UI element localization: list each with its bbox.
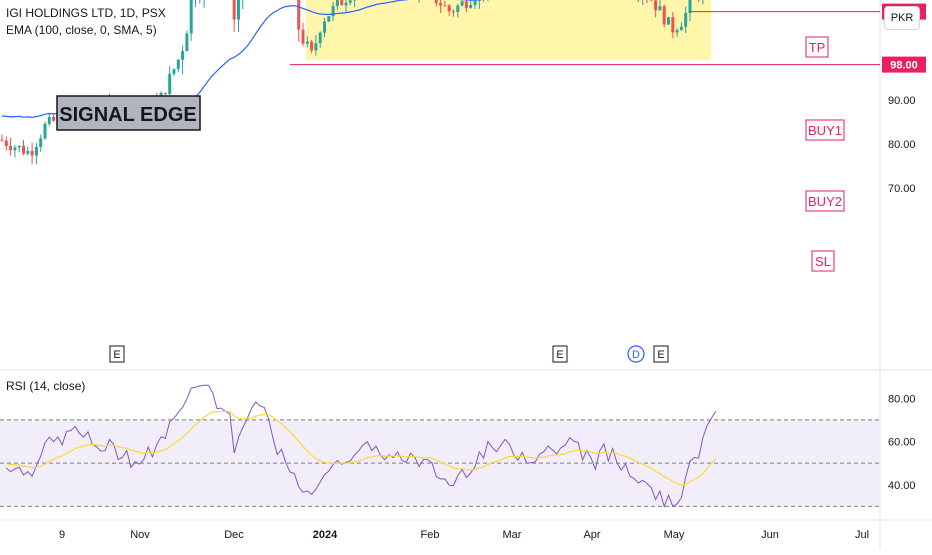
candle-body [48, 117, 51, 124]
time-axis-tick: Nov [130, 529, 150, 541]
price-axis-tick: 80.00 [888, 139, 916, 151]
price-axis-tick: 70.00 [888, 183, 916, 195]
candle-body [654, 0, 657, 10]
candle-body [35, 147, 38, 156]
time-axis-tick: Apr [583, 529, 600, 541]
candle-body [336, 0, 339, 6]
candle-body [448, 6, 451, 12]
rsi-indicator-label[interactable]: RSI (14, close) [6, 379, 85, 393]
candle-body [658, 6, 661, 10]
time-axis-tick: Mar [503, 529, 522, 541]
earnings-event-label: E [556, 349, 563, 361]
symbol-title[interactable]: IGI HOLDINGS LTD, 1D, PSX [6, 6, 166, 20]
sl-price-tag-text: 98.00 [890, 60, 918, 72]
candle-body [306, 42, 309, 44]
candle-body [9, 146, 12, 150]
candle-body [44, 124, 47, 138]
candle-body [689, 0, 692, 13]
candle-body [671, 17, 674, 32]
candle-body [190, 0, 193, 34]
rsi-axis-tick: 80.00 [888, 393, 916, 405]
candle-body [340, 0, 343, 5]
candle-body [667, 17, 670, 25]
candle-body [185, 34, 188, 52]
candle-body [684, 13, 687, 27]
time-axis-tick: Jul [855, 529, 869, 541]
candle-body [345, 3, 348, 5]
candle-body [474, 1, 477, 5]
candle-body [22, 146, 25, 154]
ema-indicator-label[interactable]: EMA (100, close, 0, SMA, 5) [6, 23, 157, 37]
candle-body [443, 6, 446, 7]
earnings-event-label: E [113, 349, 120, 361]
time-axis-tick: Feb [421, 529, 440, 541]
tp-annotation: TP [809, 40, 826, 55]
candle-body [319, 33, 322, 43]
price-axis-tick: 90.00 [888, 95, 916, 107]
candle-body [680, 27, 683, 30]
rsi-axis-tick: 40.00 [888, 480, 916, 492]
candle-body [5, 141, 8, 146]
candle-body [327, 16, 330, 21]
trading-zone-box [306, 0, 711, 60]
candle-body [168, 74, 171, 94]
candle-body [1, 140, 4, 141]
candle-body [13, 147, 16, 150]
time-axis-tick: 9 [59, 529, 65, 541]
candle-body [173, 69, 176, 74]
earnings-event-label: E [657, 349, 664, 361]
candle-body [435, 0, 438, 3]
candle-body [439, 3, 442, 5]
candle-body [310, 42, 313, 51]
candle-body [52, 117, 55, 121]
candle-body [181, 51, 184, 60]
candle-body [314, 43, 317, 50]
candle-body [465, 1, 468, 7]
time-axis-tick: Dec [224, 529, 244, 541]
buy1-annotation: BUY1 [808, 123, 842, 138]
time-axis-tick: May [664, 529, 685, 541]
candle-body [18, 146, 21, 148]
candle-body [297, 0, 300, 30]
time-axis-tick: Jun [761, 529, 779, 541]
candle-body [461, 1, 464, 5]
candle-body [469, 5, 472, 8]
candle-body [452, 11, 455, 12]
dividend-event-label: D [632, 349, 640, 361]
candle-body [31, 151, 34, 155]
rsi-band-fill [0, 420, 880, 507]
candle-body [302, 30, 305, 44]
candle-body [663, 6, 666, 24]
candle-body [676, 30, 679, 32]
candle-body [323, 22, 326, 33]
candle-body [164, 93, 167, 94]
rsi-axis-tick: 60.00 [888, 437, 916, 449]
candle-body [233, 0, 236, 20]
sl-annotation: SL [815, 254, 831, 269]
candle-body [26, 151, 29, 154]
candle-body [349, 0, 352, 2]
time-axis-tick: 2024 [313, 529, 338, 541]
candle-body [39, 138, 42, 147]
candle-body [237, 0, 240, 20]
watermark-text: SIGNAL EDGE [59, 104, 196, 126]
candle-body [456, 5, 459, 12]
buy2-annotation: BUY2 [808, 194, 842, 209]
candle-body [177, 60, 180, 69]
currency-button[interactable]: PKR [884, 6, 920, 30]
